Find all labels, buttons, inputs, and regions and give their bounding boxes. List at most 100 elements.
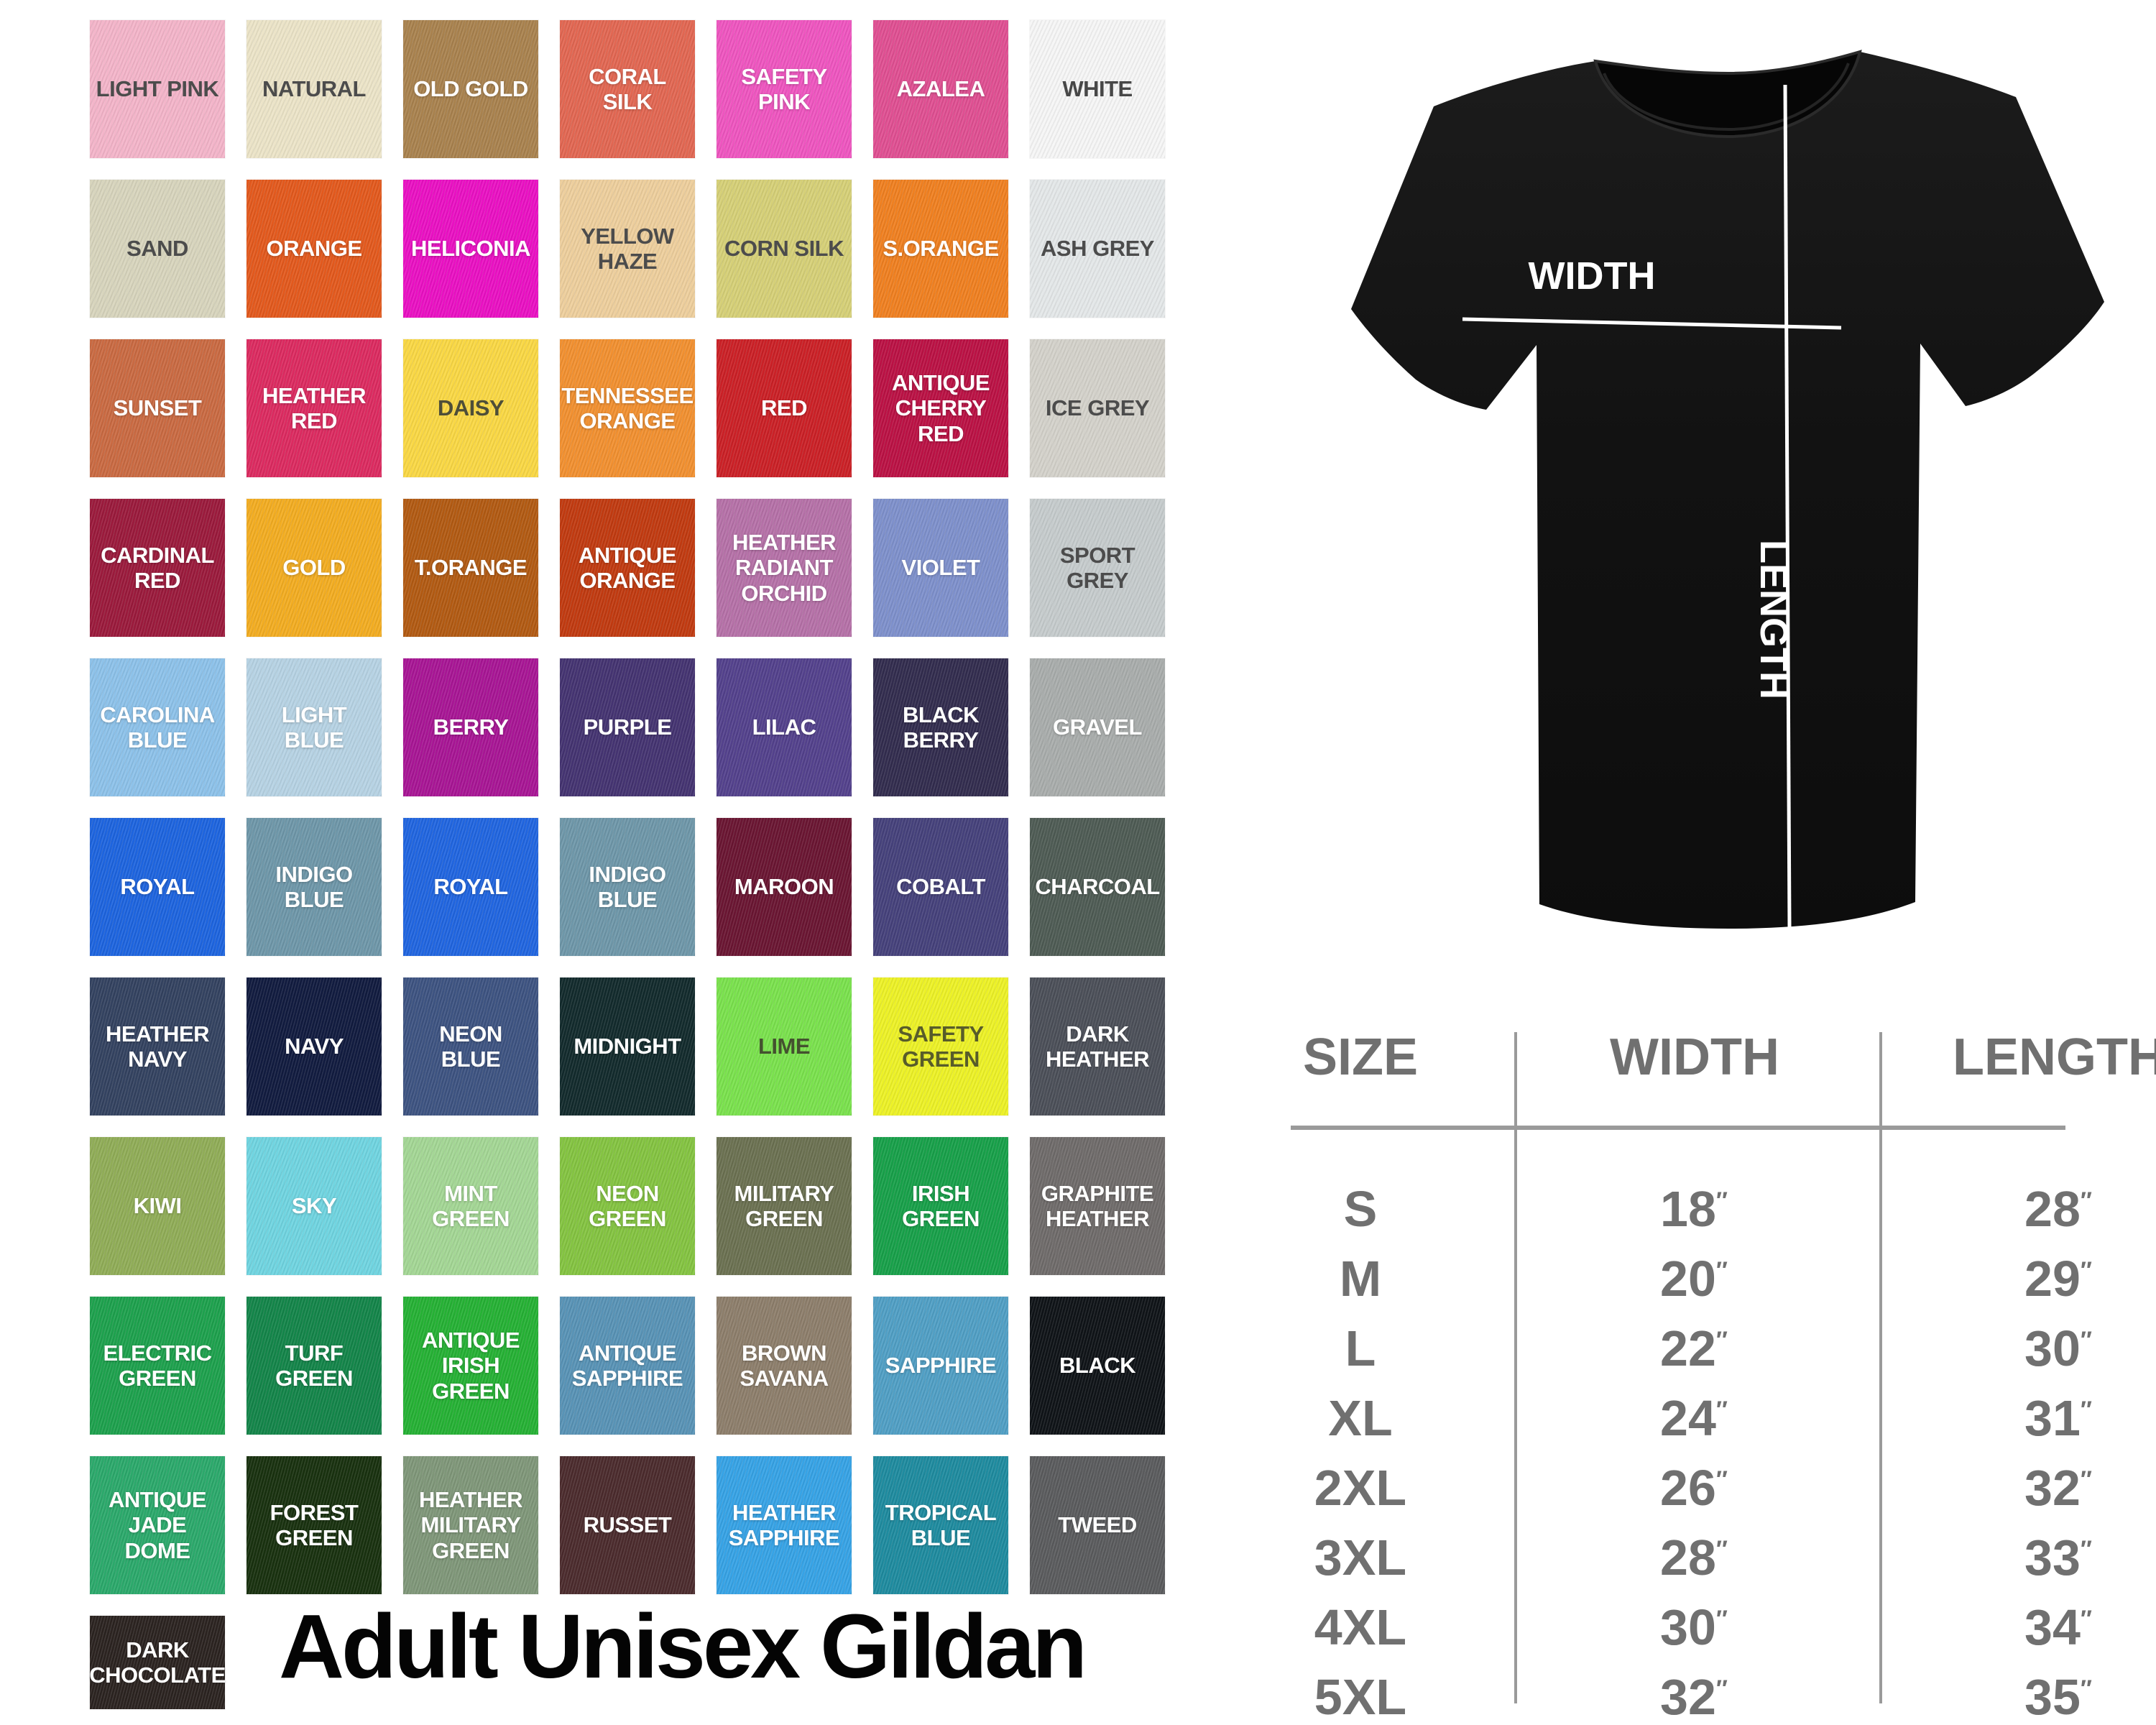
color-swatch: SKY [247,1137,382,1275]
color-swatch-label: SPORT GREY [1059,542,1135,593]
color-swatch-label: ROYAL [433,874,508,900]
color-swatch: HEATHER SAPPHIRE [717,1456,852,1594]
color-swatch: CORAL SILK [560,20,695,158]
color-swatch-label: ORANGE [266,236,362,262]
color-swatch-label: LIGHT PINK [96,76,219,102]
color-swatch-label: HELICONIA [411,236,531,262]
color-swatch: ROYAL [403,818,538,956]
color-swatch-label: CAROLINA BLUE [100,702,215,753]
width-value: 32″ [1660,1669,1729,1725]
size-chart-row: L 22″ 30″ [1291,1320,2092,1389]
tshirt-measurement-diagram: WIDTH LENGTH [1351,50,2104,929]
color-swatch-label: BLACK [1059,1353,1136,1379]
size-value: M [1339,1251,1382,1307]
color-swatch: INDIGO BLUE [247,818,382,956]
color-swatch: FOREST GREEN [247,1456,382,1594]
color-swatch: DAISY [403,339,538,477]
color-swatch-label: ELECTRIC GREEN [103,1340,213,1391]
color-swatch-label: ANTIQUE JADE DOME [109,1487,207,1563]
color-swatch-label: SAPPHIRE [885,1353,997,1379]
width-value: 22″ [1660,1320,1729,1376]
color-swatch: BLACK [1030,1297,1165,1435]
width-measure-label: WIDTH [1529,254,1656,298]
header-underline [1291,1126,2065,1130]
width-value: 28″ [1660,1530,1729,1586]
color-swatch: GOLD [247,499,382,637]
color-swatch-grid: LIGHT PINK NATURAL OLD GOLD CORAL SILK S… [89,20,1165,1725]
color-swatch-label: OLD GOLD [413,76,528,102]
size-value: XL [1328,1390,1393,1446]
color-swatch: OLD GOLD [403,20,538,158]
color-swatch-label: HEATHER MILITARY GREEN [418,1487,523,1563]
color-swatch-label: BROWN SAVANA [740,1340,829,1391]
color-swatch-label: RED [761,395,807,421]
color-swatch: NAVY [247,978,382,1116]
color-swatch-label: TENNESSEE ORANGE [561,382,694,433]
color-swatch-label: MAROON [734,874,834,900]
color-swatch: TURF GREEN [247,1297,382,1435]
color-swatch-label: LILAC [752,714,816,740]
color-swatch-label: GRAVEL [1053,714,1142,740]
color-swatch: LIME [717,978,852,1116]
header-size: SIZE [1302,1029,1419,1086]
color-swatch: SAFETY PINK [717,20,852,158]
color-swatch-label: LIGHT BLUE [281,702,347,753]
color-swatch: KIWI [90,1137,225,1275]
length-value: 32″ [2024,1460,2093,1516]
color-swatch-label: NATURAL [262,76,367,102]
color-swatch-label: SKY [291,1193,337,1219]
color-swatch-label: HEATHER RED [262,382,367,433]
color-swatch: HEATHER MILITARY GREEN [403,1456,538,1594]
color-swatch: TENNESSEE ORANGE [560,339,695,477]
length-value: 33″ [2024,1530,2093,1586]
color-swatch-label: RUSSET [583,1512,672,1538]
width-value: 20″ [1660,1251,1729,1307]
color-swatch: HEATHER RADIANT ORCHID [717,499,852,637]
color-swatch-label: WHITE [1062,76,1133,102]
color-swatch: DARK CHOCOLATE [89,1616,226,1709]
color-swatch-label: CORAL SILK [589,63,666,114]
color-swatch: LIGHT PINK [90,20,225,158]
color-swatch-label: NAVY [285,1034,344,1059]
color-swatch-label: GRAPHITE HEATHER [1041,1180,1154,1231]
color-swatch-label: INDIGO BLUE [275,861,353,912]
color-swatch: SUNSET [90,339,225,477]
color-swatch-label: DAISY [437,395,505,421]
size-chart-table: SIZE WIDTH LENGTH S 18″ 28″ M 20″ 29″ L … [1291,1028,2156,1725]
size-chart-row: 2XL 26″ 32″ [1291,1459,2092,1529]
color-swatch-label: BLACK BERRY [903,702,980,753]
color-swatch: WHITE [1030,20,1165,158]
size-chart-header-row: SIZE WIDTH LENGTH [1291,1028,2156,1100]
color-swatch-label: VIOLET [901,555,980,581]
color-swatch: SPORT GREY [1030,499,1165,637]
color-swatch-label: YELLOW HAZE [581,223,674,274]
header-length: LENGTH [1953,1029,2156,1086]
color-swatch: MINT GREEN [403,1137,538,1275]
color-swatch: BROWN SAVANA [717,1297,852,1435]
size-value: L [1345,1320,1376,1376]
width-value: 26″ [1660,1460,1729,1516]
color-swatch-label: COBALT [896,874,985,900]
color-swatch: CORN SILK [717,180,852,318]
length-value: 35″ [2024,1669,2093,1725]
header-width: WIDTH [1610,1029,1779,1086]
color-swatch: ELECTRIC GREEN [90,1297,225,1435]
size-value: 5XL [1314,1669,1407,1725]
color-swatch: ANTIQUE CHERRY RED [873,339,1008,477]
color-swatch-label: IRISH GREEN [902,1180,980,1231]
color-swatch-label: ANTIQUE ORANGE [579,542,677,593]
color-swatch: VIOLET [873,499,1008,637]
color-swatch-label: DARK CHOCOLATE [89,1637,226,1688]
color-swatch-label: CORN SILK [724,236,844,262]
color-swatch-label: TWEED [1058,1512,1137,1538]
size-chart-row: 3XL 28″ 33″ [1291,1529,2092,1598]
color-swatch-label: KIWI [133,1193,182,1219]
color-swatch-label: MILITARY GREEN [734,1180,834,1231]
color-swatch-label: T.ORANGE [414,555,528,581]
color-swatch: INDIGO BLUE [560,818,695,956]
length-value: 31″ [2024,1390,2093,1446]
width-value: 24″ [1660,1390,1729,1446]
color-swatch-label: HEATHER NAVY [105,1021,210,1072]
color-swatch: ANTIQUE IRISH GREEN [403,1297,538,1435]
color-swatch-label: S.ORANGE [883,236,999,262]
